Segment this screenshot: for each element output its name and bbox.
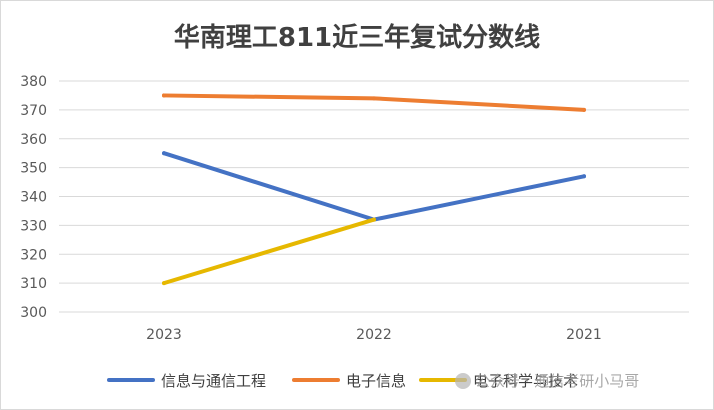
legend: 信息与通信工程 电子信息 电子科学与技术 xyxy=(107,372,578,390)
y-tick-label: 320 xyxy=(20,247,47,263)
x-axis-ticks: 2023 2022 2021 xyxy=(146,327,602,343)
y-tick-label: 310 xyxy=(20,276,47,292)
y-tick-label: 300 xyxy=(20,305,47,321)
data-point xyxy=(162,281,166,286)
data-point xyxy=(372,217,376,222)
legend-label: 电子科学与技术 xyxy=(473,372,578,390)
series-line-2 xyxy=(162,217,376,286)
y-tick-label: 330 xyxy=(20,218,47,234)
x-tick-label: 2022 xyxy=(356,327,392,343)
y-tick-label: 370 xyxy=(20,103,47,119)
x-tick-label: 2021 xyxy=(566,327,602,343)
y-tick-label: 360 xyxy=(20,132,47,148)
data-point xyxy=(162,151,166,156)
data-point xyxy=(582,174,586,179)
y-tick-label: 340 xyxy=(20,190,47,206)
y-tick-label: 380 xyxy=(20,74,47,90)
data-point xyxy=(372,96,376,101)
wechat-icon xyxy=(455,373,471,389)
series-lines xyxy=(162,93,586,286)
legend-label: 电子信息 xyxy=(346,372,406,390)
y-tick-label: 350 xyxy=(20,161,47,177)
legend-label: 信息与通信工程 xyxy=(161,372,266,390)
y-axis-ticks: 300 310 320 330 340 350 360 370 380 xyxy=(20,74,47,321)
data-point xyxy=(582,107,586,112)
series-line-0 xyxy=(162,151,586,222)
chart-title: 华南理工811近三年复试分数线 xyxy=(174,22,540,53)
watermark: 公众号 · 通信考研小马哥 xyxy=(455,372,639,390)
gridlines xyxy=(59,80,689,313)
x-tick-label: 2023 xyxy=(146,327,182,343)
data-point xyxy=(162,93,166,98)
watermark-text: 公众号 · 通信考研小马哥 xyxy=(475,372,639,390)
